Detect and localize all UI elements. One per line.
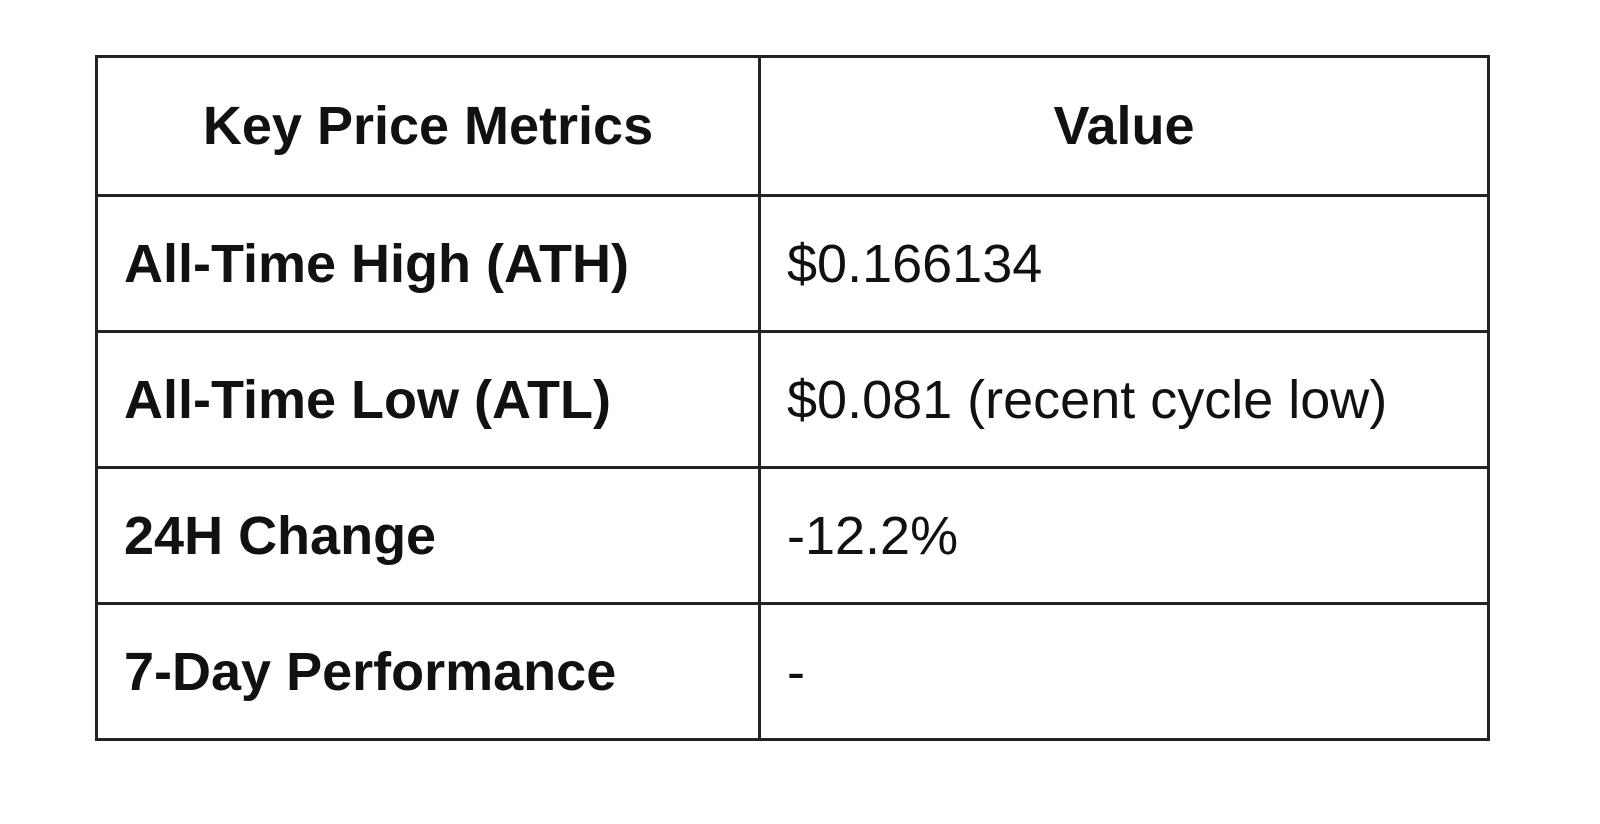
price-metrics-table: Key Price Metrics Value All-Time High (A… [95, 55, 1490, 741]
value-cell: $0.166134 [758, 194, 1490, 333]
value-cell: - [758, 602, 1490, 741]
value-cell: $0.081 (recent cycle low) [758, 330, 1490, 469]
table-header-row: Key Price Metrics Value [95, 55, 1490, 197]
metric-cell: 24H Change [95, 466, 761, 605]
table-row: 7-Day Performance - [95, 602, 1490, 741]
table-row: All-Time Low (ATL) $0.081 (recent cycle … [95, 330, 1490, 469]
metric-cell: 7-Day Performance [95, 602, 761, 741]
table-row: All-Time High (ATH) $0.166134 [95, 194, 1490, 333]
metric-cell: All-Time High (ATH) [95, 194, 761, 333]
header-value: Value [758, 55, 1490, 197]
header-metric: Key Price Metrics [95, 55, 761, 197]
table-row: 24H Change -12.2% [95, 466, 1490, 605]
value-cell: -12.2% [758, 466, 1490, 605]
metric-cell: All-Time Low (ATL) [95, 330, 761, 469]
